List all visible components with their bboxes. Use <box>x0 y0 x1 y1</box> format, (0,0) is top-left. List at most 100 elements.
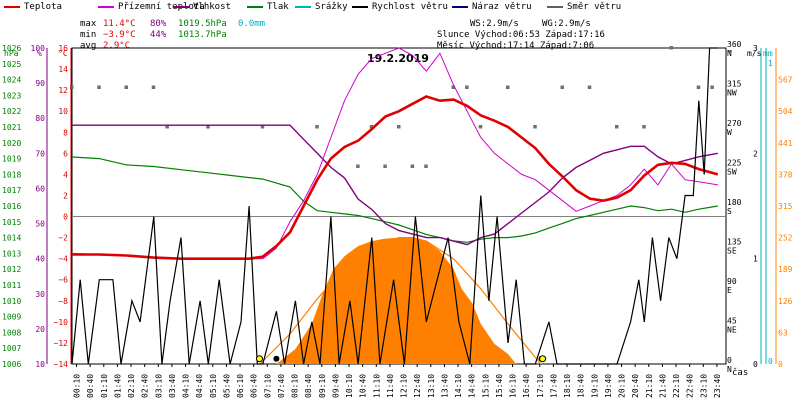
direction-compass-label: E <box>727 286 732 295</box>
rain-tick-label: 0 <box>768 357 773 366</box>
wind-direction-mark <box>151 85 156 89</box>
wind-direction-mark <box>315 125 319 129</box>
pressure-tick-label: 1025 <box>2 60 21 69</box>
wind-tick-label: 1 <box>753 255 758 264</box>
x-tick-label: 21:40 <box>658 374 667 398</box>
wind-direction-mark <box>206 125 210 129</box>
wind-direction-mark <box>260 125 265 129</box>
direction-tick-label: 0 <box>727 356 732 365</box>
legend-item-vlhkost: Vlhkost <box>173 2 231 12</box>
wind-direction-mark <box>383 164 387 168</box>
legend-item-srazky: Srážky <box>295 2 348 12</box>
x-tick-label: 11:40 <box>386 374 395 398</box>
stat-min-label: min <box>80 30 97 40</box>
wind-direction-mark <box>642 125 646 129</box>
x-tick-label: 15:10 <box>481 374 490 398</box>
pressure-tick-label: 1024 <box>2 76 21 85</box>
x-tick-label: 13:40 <box>440 374 449 398</box>
wind-direction-mark <box>397 125 401 129</box>
x-tick-label: 10:10 <box>345 374 354 398</box>
legend-swatch <box>352 5 368 8</box>
temperature-tick-label: 10 <box>58 107 68 116</box>
legend-swatch <box>295 5 311 8</box>
x-tick-label: 02:10 <box>127 374 136 398</box>
stat-min-temp: −3.9°C <box>103 30 136 40</box>
legend-item-prizemni: Přízemní teplota <box>98 2 205 12</box>
wind-direction-mark <box>533 125 537 129</box>
direction-tick-label: 270 <box>727 119 742 128</box>
stat-sun: Slunce Východ:06:53 Západ:17:16 <box>437 30 605 40</box>
wind-direction-mark <box>506 85 510 89</box>
temperature-tick-label: −4 <box>58 255 68 264</box>
stat-max-temp: 11.4°C <box>103 19 136 29</box>
x-tick-label: 23:40 <box>713 374 722 398</box>
x-tick-label: 14:10 <box>454 374 463 398</box>
wind-direction-mark <box>669 46 673 50</box>
x-tick-label: 01:40 <box>113 374 122 398</box>
solar-tick-label: 441 <box>778 139 793 148</box>
pressure-tick-label: 1008 <box>2 328 21 337</box>
wind-direction-mark <box>97 85 101 89</box>
stat-wg: WG:2.9m/s <box>542 19 591 29</box>
x-tick-label: 01:10 <box>100 374 109 398</box>
x-tick-label: 03:10 <box>154 374 163 398</box>
wind-axis-unit: m/s <box>747 49 762 58</box>
x-tick-label: 05:10 <box>209 374 218 398</box>
temperature-tick-label: −14 <box>54 360 69 369</box>
humidity-axis-unit: % <box>37 49 42 58</box>
direction-axis-unit: ° <box>728 49 733 58</box>
wind-tick-label: 3 <box>753 44 758 53</box>
stat-min-hum: 44% <box>150 30 167 40</box>
solar-tick-label: 126 <box>778 297 793 306</box>
temperature-tick-label: −2 <box>58 234 68 243</box>
wind-speed-line <box>71 47 718 365</box>
x-tick-label: 12:10 <box>400 374 409 398</box>
rain-axis-unit: mm <box>763 49 773 58</box>
stat-max-rain: 0.0mm <box>238 19 266 29</box>
x-tick-label: 19:40 <box>604 374 613 398</box>
wind-direction-mark <box>710 85 714 89</box>
pressure-tick-label: 1019 <box>2 155 21 164</box>
direction-compass-label: S <box>727 207 732 216</box>
stat-max-press: 1019.5hPa <box>178 19 227 29</box>
direction-tick-label: 360 <box>727 40 742 49</box>
legend-label: Přízemní teplota <box>118 2 205 12</box>
wind-direction-mark <box>124 85 128 89</box>
direction-compass-label: NE <box>727 326 737 335</box>
stat-moon: Měsíc Východ:17:14 Západ:7:06 <box>437 41 595 51</box>
x-tick-label: 07:40 <box>277 374 286 398</box>
pressure-tick-label: 1010 <box>2 297 21 306</box>
x-tick-label: 04:40 <box>195 374 204 398</box>
solar-tick-label: 567 <box>778 76 793 85</box>
humidity-tick-label: 40 <box>35 255 45 264</box>
x-tick-label: 18:10 <box>563 374 572 398</box>
humidity-tick-label: 60 <box>35 184 45 193</box>
wind-direction-mark <box>587 85 592 89</box>
temperature-tick-label: 4 <box>63 170 68 179</box>
pressure-tick-label: 1015 <box>2 218 21 227</box>
x-tick-label: 17:10 <box>536 374 545 398</box>
x-tick-label: 17:40 <box>549 374 558 398</box>
solar-tick-label: 378 <box>778 170 793 179</box>
sunset-marker <box>539 355 547 363</box>
pressure-tick-label: 1018 <box>2 170 21 179</box>
stat-avg-temp: 2.9°C <box>103 41 131 51</box>
direction-tick-label: 225 <box>727 159 742 168</box>
pressure-tick-label: 1013 <box>2 249 21 258</box>
x-tick-label: 12:40 <box>413 374 422 398</box>
x-tick-label: 06:10 <box>236 374 245 398</box>
ground-temperature-line <box>71 47 718 260</box>
temperature-tick-label: −8 <box>58 297 68 306</box>
pressure-tick-label: 1020 <box>2 139 21 148</box>
solar-tick-label: 63 <box>778 328 788 337</box>
direction-tick-label: 135 <box>727 238 742 247</box>
x-axis-label: čas <box>732 367 748 378</box>
temperature-tick-label: 16 <box>58 44 68 53</box>
stat-ws: WS:2.9m/s <box>470 19 519 29</box>
stat-min-press: 1013.7hPa <box>178 30 227 40</box>
pressure-tick-label: 1022 <box>2 107 21 116</box>
solar-tick-label: 504 <box>778 107 793 116</box>
legend-item-smer: Směr větru <box>547 2 621 12</box>
stat-max-hum: 80% <box>150 19 167 29</box>
x-tick-label: 14:40 <box>468 374 477 398</box>
